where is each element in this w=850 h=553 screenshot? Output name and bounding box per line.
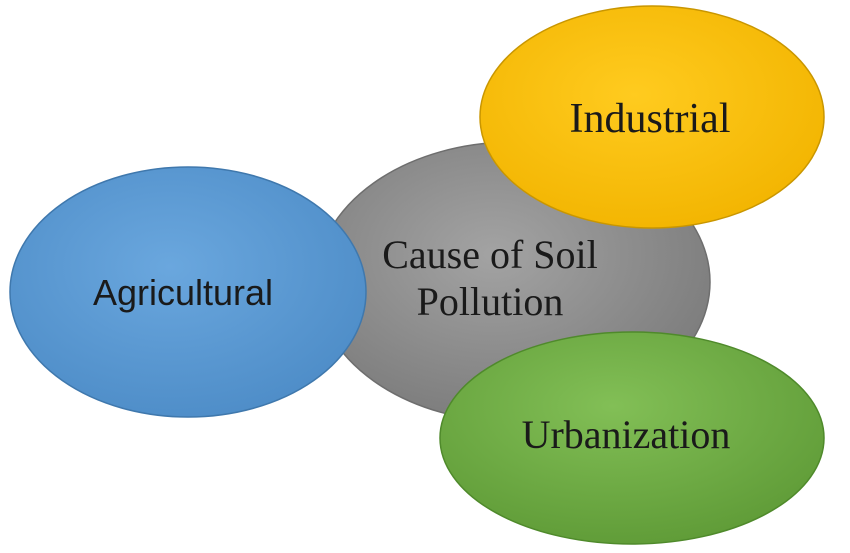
agricultural-node: Agricultural	[9, 166, 367, 418]
center-label-line1: Cause of Soil	[382, 232, 598, 277]
agricultural-ellipse	[9, 166, 367, 418]
agricultural-label: Agricultural	[93, 272, 273, 313]
urbanization-label: Urbanization	[522, 412, 731, 457]
center-label-line2: Pollution	[417, 279, 564, 324]
industrial-ellipse	[479, 5, 825, 229]
industrial-node: Industrial	[479, 5, 825, 229]
industrial-label: Industrial	[570, 96, 731, 142]
urbanization-node: Urbanization	[439, 331, 825, 545]
urbanization-ellipse	[439, 331, 825, 545]
